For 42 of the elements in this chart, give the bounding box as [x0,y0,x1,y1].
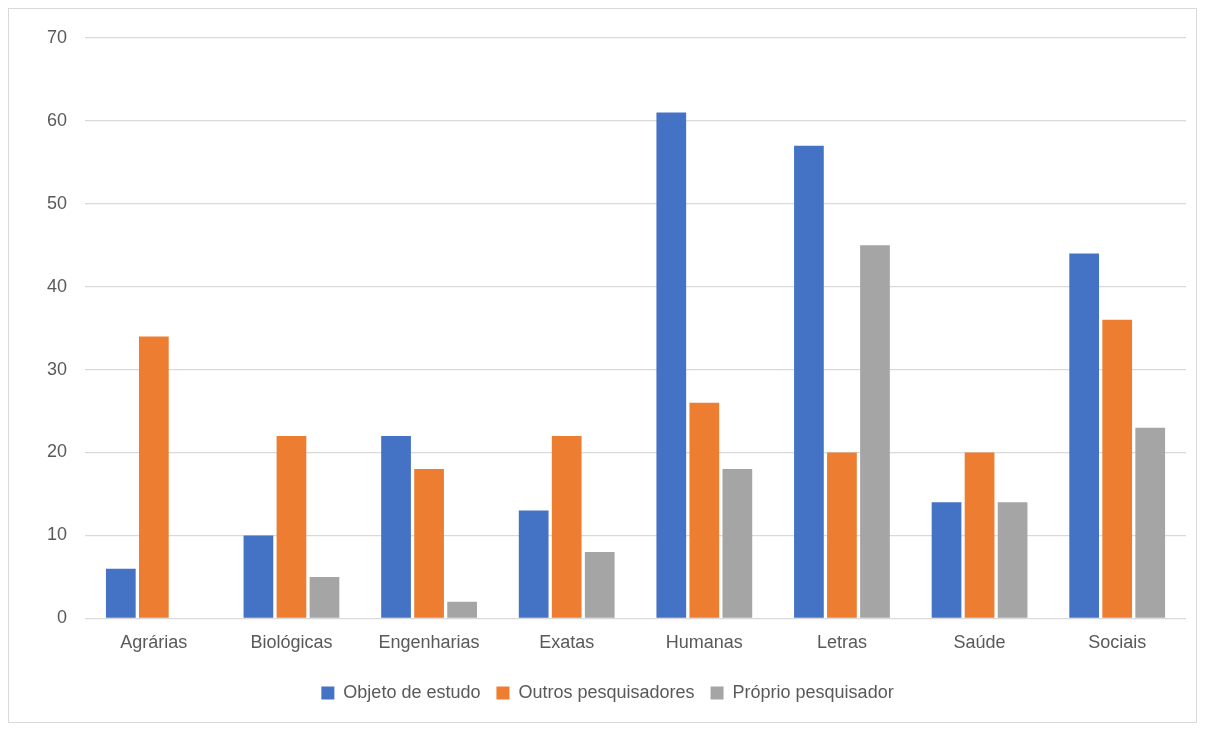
legend-label: Objeto de estudo [343,681,481,702]
x-tick-label: Humanas [665,632,743,653]
bar [243,535,274,618]
bar [584,552,615,618]
bar [414,469,444,618]
bar [827,452,857,618]
bar [794,145,824,618]
bar [997,502,1028,618]
x-tick-label: Engenharias [378,632,480,653]
y-tick-label: 30 [46,358,68,379]
bar [722,469,753,618]
bar [551,435,582,618]
x-tick-label: Agrárias [120,632,188,653]
y-tick-label: 70 [46,26,68,47]
bar [931,502,962,618]
y-tick-label: 20 [46,441,68,462]
bar [656,112,687,618]
y-tick-label: 60 [46,109,68,130]
legend-label: Outros pesquisadores [518,681,695,702]
x-tick-label: Exatas [539,632,595,653]
x-tick-label: Biológicas [250,632,333,653]
bar [381,435,411,618]
y-tick-label: 0 [57,607,68,628]
bar [964,452,995,618]
y-tick-label: 40 [46,275,68,296]
bar [105,568,136,618]
bar [1069,253,1100,618]
bar [1102,319,1133,618]
bar [1135,427,1166,618]
y-tick-label: 10 [46,524,68,545]
legend-label: Próprio pesquisador [732,681,894,702]
bar [276,435,307,618]
bar [518,510,549,618]
x-tick-label: Sociais [1088,632,1147,653]
bar [447,601,477,618]
bar [860,245,890,618]
x-tick-label: Saúde [953,632,1006,653]
y-tick-label: 50 [46,192,68,213]
bar [689,402,720,618]
x-tick-label: Letras [816,632,867,653]
bar [138,336,169,618]
bar [309,576,340,618]
